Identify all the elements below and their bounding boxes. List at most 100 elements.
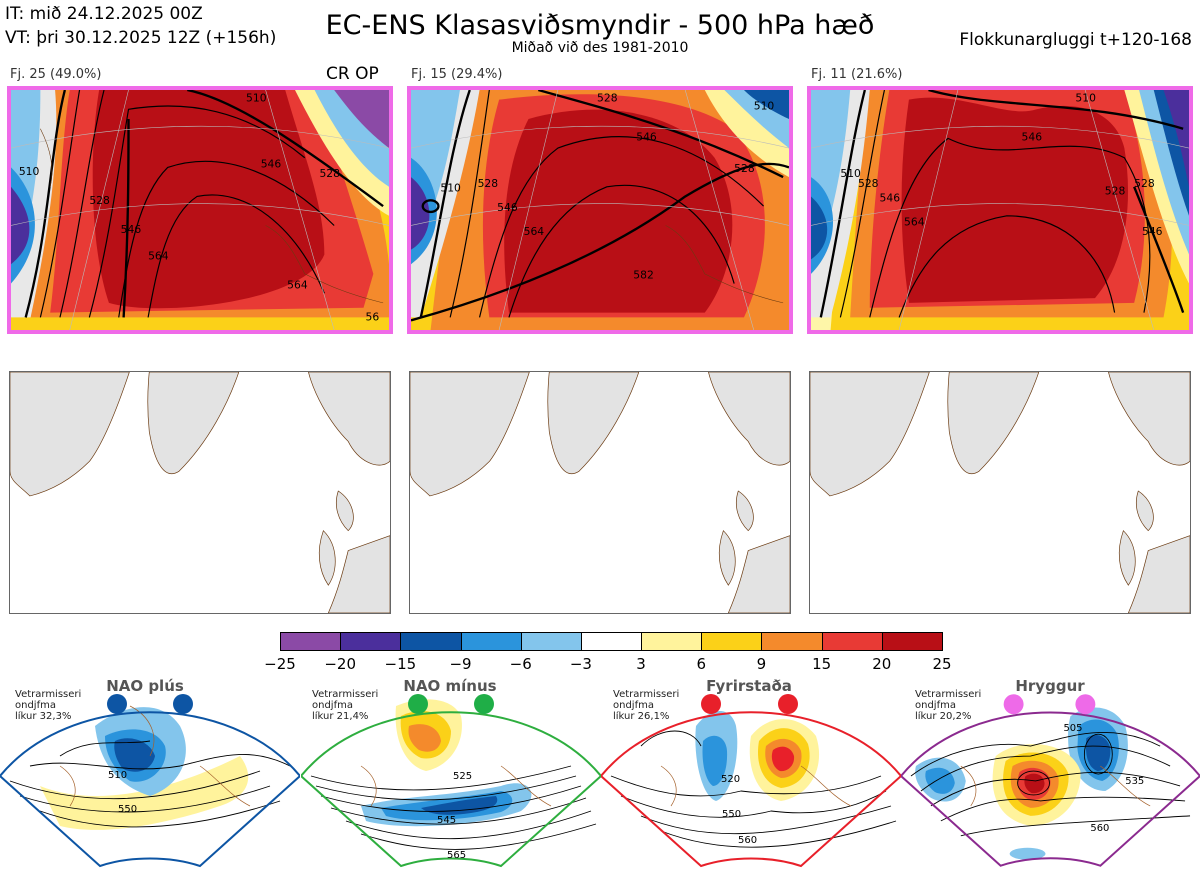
cluster-3-contour-label: 564 — [904, 216, 925, 229]
colorbar-tick-label: 3 — [636, 655, 646, 673]
cluster-1-contour-label: 528 — [319, 167, 340, 180]
cluster-3-contour-label: 528 — [858, 177, 879, 190]
colorbar-swatch — [641, 632, 703, 651]
cluster-2-label: Fj. 15 (29.4%) — [411, 67, 503, 82]
regime-3-info-probability: líkur 26,1% — [613, 711, 670, 722]
colorbar-tick-label: 15 — [812, 655, 832, 673]
regime-1-map: 510 550 — [0, 694, 300, 868]
cluster-3-contour-label: 510 — [1075, 92, 1096, 105]
regime-3-contour-label: 520 — [721, 774, 740, 785]
regime-3-marker-dot — [778, 694, 798, 714]
regime-2-info-probability: líkur 21,4% — [312, 711, 369, 722]
regime-1-info: Vetrarmisseri ondjfma líkur 32,3% — [15, 689, 81, 722]
cluster-1-label: Fj. 25 (49.0%) — [10, 67, 102, 82]
cluster-1-contour-label: 564 — [287, 278, 308, 291]
regime-4-name: Hryggur — [1015, 677, 1085, 695]
page-title: EC-ENS Klasasviðsmyndir - 500 hPa hæð — [325, 10, 875, 41]
cluster-1-contour-label: 528 — [89, 194, 110, 207]
cluster-2-contour-label: 546 — [497, 201, 518, 214]
cluster-1-contour-label: 546 — [261, 157, 282, 170]
cluster-3-label: Fj. 11 (21.6%) — [811, 67, 903, 82]
regime-4-map: 505 535 560 — [901, 694, 1200, 867]
regime-3-marker-dot — [701, 694, 721, 714]
regime-1-marker-dot — [107, 694, 127, 714]
cluster-3-contour-label: 546 — [1022, 130, 1043, 143]
classification-window: Flokkunargluggi t+120-168 — [959, 30, 1192, 50]
regime-4-info-probability: líkur 20,2% — [915, 711, 972, 722]
colorbar-tick-label: 9 — [756, 655, 767, 673]
regime-3-contour-label: 560 — [738, 835, 757, 846]
regime-1-info-probability: líkur 32,3% — [15, 711, 72, 722]
regime-1-info-months: ondjfma — [15, 700, 56, 711]
regime-3-info-months: ondjfma — [613, 700, 654, 711]
cluster-2-contour-label: 546 — [636, 130, 657, 143]
regime-3-border — [601, 711, 901, 868]
colorbar-swatch — [460, 632, 522, 651]
colorbar-swatch — [580, 632, 643, 651]
colorbar-swatch — [520, 632, 582, 651]
regime-2-marker-dot — [408, 694, 428, 714]
regime-3-name: Fyrirstaða — [706, 677, 792, 695]
regime-4-info: Vetrarmisseri ondjfma líkur 20,2% — [915, 689, 981, 722]
colorbar-swatch — [701, 632, 763, 651]
cluster-2-contour-label: 528 — [734, 162, 755, 175]
regime-4-contour-label: 560 — [1090, 823, 1109, 834]
cluster-1-contour-label: 546 — [121, 223, 142, 236]
regime-1-contour-label: 510 — [108, 770, 127, 781]
regime-1-border — [0, 711, 300, 868]
cluster-1-contour-label: 564 — [148, 249, 169, 262]
regime-4-info-months: ondjfma — [915, 700, 956, 711]
cluster-2-contour-label: 510 — [440, 182, 461, 195]
colorbar-tick-label: −6 — [509, 655, 532, 673]
page-subtitle: Miðað við des 1981-2010 — [511, 40, 689, 56]
cluster-2-contour-label: 528 — [478, 177, 499, 190]
colorbar-tick-label: 6 — [696, 655, 707, 673]
colorbar-tick-label: −15 — [384, 655, 417, 673]
regime-1-info-season: Vetrarmisseri — [15, 689, 82, 700]
regime-3-map: 520 550 560 — [601, 694, 901, 868]
regime-4-contour-label: 505 — [1063, 723, 1082, 734]
regime-3-contour-label: 550 — [722, 809, 741, 820]
cluster-2-contour-label: 564 — [524, 225, 545, 238]
colorbar-swatch — [881, 632, 943, 651]
colorbar-swatch — [340, 632, 402, 651]
cluster-3-contour-label: 546 — [1142, 225, 1163, 238]
regime-3-info: Vetrarmisseri ondjfma líkur 26,1% — [613, 689, 679, 722]
cluster-1-contour-label: 510 — [19, 165, 40, 178]
colorbar-swatch — [821, 632, 883, 651]
regime-2-name: NAO mínus — [403, 677, 497, 695]
regime-2-marker-dot — [474, 694, 494, 714]
cluster-1-extra-label: CR OP — [326, 64, 379, 84]
regime-2-info: Vetrarmisseri ondjfma líkur 21,4% — [312, 689, 378, 722]
cluster-3-contour-label: 528 — [1134, 177, 1155, 190]
cluster-2-map: 510 528 546 564 582 546 528 510 528 — [407, 86, 793, 334]
regime-2-info-months: ondjfma — [312, 700, 353, 711]
regime-4-border — [901, 711, 1200, 867]
regime-2-map: 525 545 565 — [301, 694, 601, 868]
colorbar-tick-label: 25 — [932, 655, 952, 673]
regime-4-marker-dot — [1003, 694, 1024, 715]
regime-4-info-season: Vetrarmisseri — [915, 689, 982, 700]
regime-1-marker-dot — [173, 694, 193, 714]
cluster-2-contour-label: 582 — [633, 269, 654, 282]
colorbar-tick-label: −9 — [449, 655, 472, 673]
regime-1-contour-label: 550 — [118, 804, 137, 815]
cluster-3-base-map — [809, 371, 1191, 614]
init-time: IT: mið 24.12.2025 00Z — [5, 4, 203, 24]
colorbar-swatch — [400, 632, 462, 651]
cluster-3-contour-label: 528 — [1105, 185, 1126, 198]
cluster-1-map: 510 528 546 564 546 528 510 564 56 — [7, 86, 393, 334]
colorbar-tick-label: −3 — [569, 655, 592, 673]
colorbar-tick-label: −20 — [324, 655, 356, 673]
regime-2-border — [301, 711, 601, 868]
regime-1-name: NAO plús — [106, 677, 184, 695]
cluster-3-contour-label: 546 — [880, 191, 901, 204]
regime-2-contour-label: 565 — [447, 850, 466, 861]
regime-3-info-season: Vetrarmisseri — [613, 689, 680, 700]
colorbar-swatch — [280, 632, 342, 651]
regime-4-contour-label: 535 — [1125, 776, 1144, 787]
regime-2-info-season: Vetrarmisseri — [312, 689, 379, 700]
cluster-2-base-map — [409, 371, 791, 614]
cluster-1-base-map — [9, 371, 391, 614]
regime-2-contour-label: 525 — [453, 771, 472, 782]
